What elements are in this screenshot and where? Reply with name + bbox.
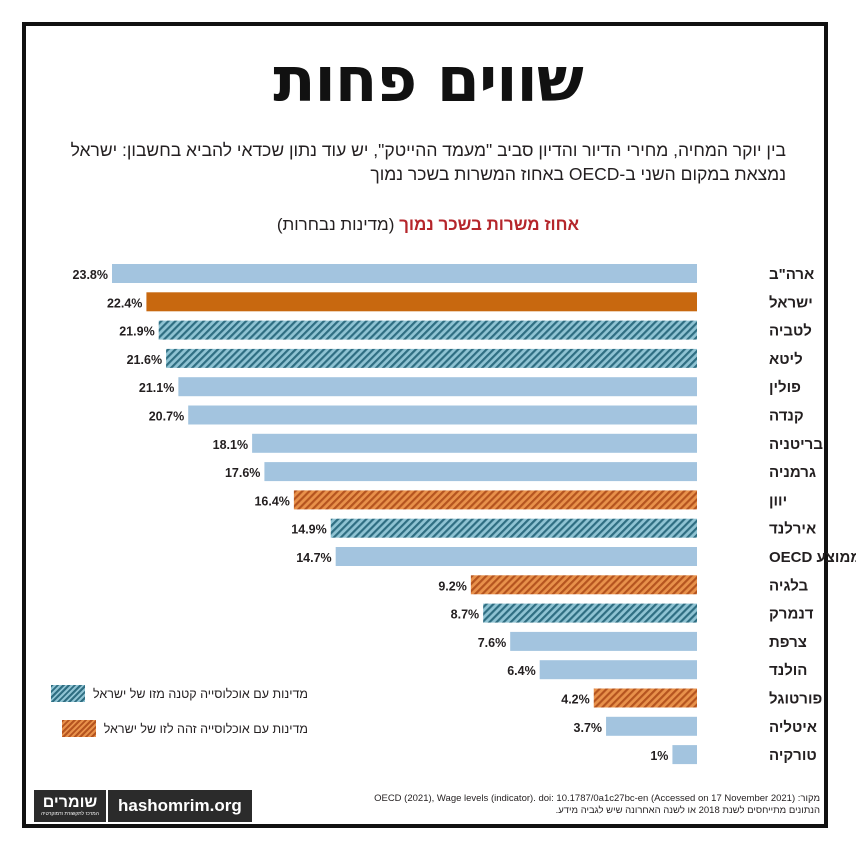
value-label: 4.2% <box>561 693 590 707</box>
category-label: צרפת <box>769 634 807 651</box>
category-label: יוון <box>769 492 787 509</box>
value-label: 21.1% <box>139 381 174 395</box>
value-label: 1% <box>650 749 668 763</box>
legend-similar-swatch <box>61 720 96 737</box>
category-label: ממוצע OECD <box>769 549 856 566</box>
category-label: פורטוגל <box>769 691 822 708</box>
logo: שומרים המרכז לתקשורת ודמוקרטיה hashomrim… <box>34 790 252 822</box>
value-label: 20.7% <box>149 410 184 424</box>
value-label: 8.7% <box>451 608 480 622</box>
bar <box>188 405 697 425</box>
category-label: קנדה <box>769 408 804 425</box>
bar <box>252 433 697 453</box>
bar <box>264 462 697 482</box>
category-label: טורקיה <box>769 747 817 764</box>
legend-item-similar: מדינות עם אוכלוסייה זהה לזו של ישראל <box>61 720 308 737</box>
legend-smaller-swatch <box>51 685 86 702</box>
value-label: 22.4% <box>107 296 142 310</box>
source-line-2: הנתונים מתייחסים לשנת 2018 או לשנה האחרו… <box>555 805 820 816</box>
logo-name: שומרים <box>42 793 98 811</box>
source-line-1: מקור: OECD (2021), Wage levels (indicato… <box>374 793 820 804</box>
value-label: 23.8% <box>73 268 108 282</box>
bar <box>510 631 697 651</box>
bar <box>593 688 697 708</box>
value-label: 3.7% <box>574 721 603 735</box>
value-label: 6.4% <box>507 664 536 678</box>
category-label: הולנד <box>769 662 807 679</box>
source-note: מקור: OECD (2021), Wage levels (indicato… <box>374 793 820 817</box>
subtitle: בין יוקר המחיה, מחירי הדיור והדיון סביב … <box>70 140 786 184</box>
bar <box>606 716 697 736</box>
value-label: 14.7% <box>296 551 331 565</box>
bar <box>672 745 697 765</box>
bar <box>483 603 697 623</box>
value-label: 17.6% <box>225 466 260 480</box>
page-title: שווים פחות <box>273 43 584 116</box>
bar <box>330 518 697 538</box>
chart-heading-rest: (מדינות נבחרות) <box>276 215 395 234</box>
logo-tagline: המרכז לתקשורת ודמוקרטיה <box>41 810 99 817</box>
category-label: ליטא <box>769 351 803 368</box>
value-label: 21.9% <box>119 325 154 339</box>
bar <box>470 575 697 595</box>
value-label: 14.9% <box>291 523 326 537</box>
value-label: 16.4% <box>254 494 289 508</box>
category-label: דנמרק <box>769 606 814 623</box>
category-label: ישראל <box>769 294 813 311</box>
category-label: גרמניה <box>769 464 816 481</box>
bar <box>166 348 698 368</box>
category-label: איטליה <box>769 719 817 736</box>
category-label: בלגיה <box>769 577 809 594</box>
value-label: 18.1% <box>213 438 248 452</box>
category-label: אירלנד <box>769 521 816 538</box>
chart-heading-highlight: אחוז משרות בשכר נמוך <box>399 215 580 234</box>
bar <box>158 320 698 340</box>
bar <box>539 660 697 680</box>
chart-heading: אחוז משרות בשכר נמוך (מדינות נבחרות) <box>0 215 856 235</box>
bar <box>335 547 697 566</box>
bar <box>112 264 697 283</box>
legend-similar-label: מדינות עם אוכלוסייה זהה לזו של ישראל <box>103 721 308 736</box>
category-label: פולין <box>769 379 801 396</box>
category-label: לטביה <box>769 323 812 340</box>
value-label: 9.2% <box>438 579 467 593</box>
category-label: בריטניה <box>769 436 823 453</box>
bar <box>146 292 698 312</box>
legend-item-smaller: מדינות עם אוכלוסייה קטנה מזו של ישראל <box>51 685 308 702</box>
bars-layer: 23.8% ארה"ב 22.4% ישראל 21.9% לטביה 21.6% ליטא 2… <box>73 264 856 765</box>
value-label: 21.6% <box>127 353 162 367</box>
legend-smaller-label: מדינות עם אוכלוסייה קטנה מזו של ישראל <box>93 686 308 701</box>
logo-mark: שומרים המרכז לתקשורת ודמוקרטיה <box>34 790 108 822</box>
bar <box>293 490 697 510</box>
category-label: ארה"ב <box>769 266 814 283</box>
bar <box>178 377 697 397</box>
value-label: 7.6% <box>478 636 507 650</box>
logo-url: hashomrim.org <box>108 790 252 822</box>
